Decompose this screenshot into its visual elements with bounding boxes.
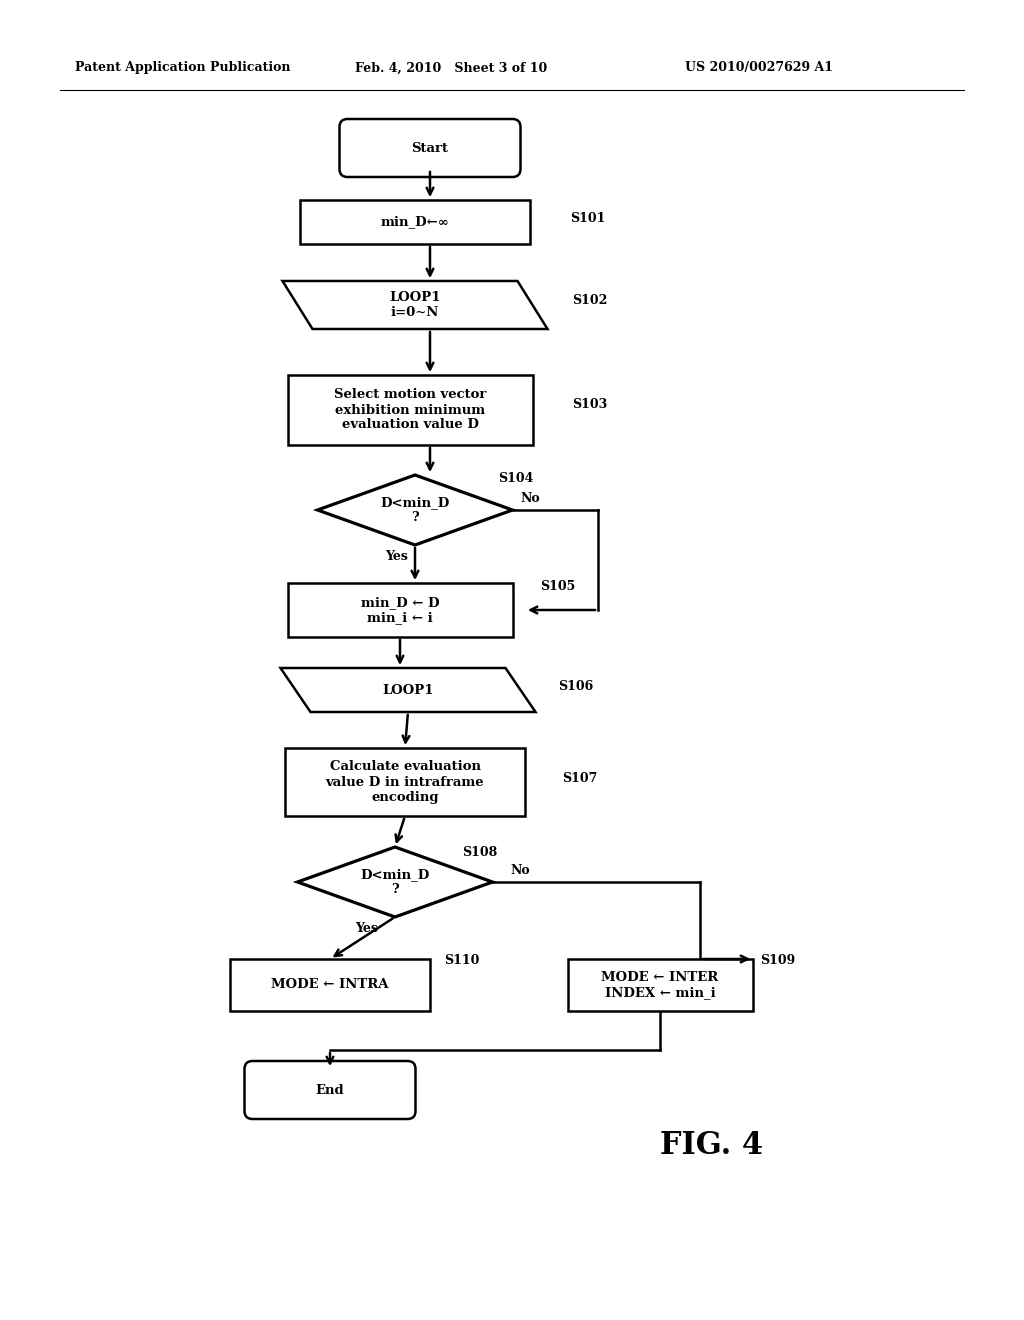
Text: MODE ← INTER
INDEX ← min_i: MODE ← INTER INDEX ← min_i [601, 972, 719, 999]
Text: S102: S102 [572, 293, 607, 306]
Text: S105: S105 [540, 579, 575, 593]
Text: US 2010/0027629 A1: US 2010/0027629 A1 [685, 62, 833, 74]
Bar [300, 201, 530, 244]
Text: S101: S101 [570, 211, 605, 224]
Text: D<min_D
?: D<min_D ? [380, 496, 450, 524]
Text: S109: S109 [760, 953, 796, 966]
Text: No: No [510, 863, 529, 876]
Bar [230, 960, 430, 1011]
Text: S108: S108 [462, 846, 498, 858]
Text: min_D ← D
min_i ← i: min_D ← D min_i ← i [360, 597, 439, 624]
FancyBboxPatch shape [340, 119, 520, 177]
Text: D<min_D
?: D<min_D ? [360, 869, 430, 896]
Text: Yes: Yes [385, 549, 408, 562]
Text: S107: S107 [562, 771, 597, 784]
Text: Calculate evaluation
value D in intraframe
encoding: Calculate evaluation value D in intrafra… [326, 760, 484, 804]
Bar [288, 583, 512, 638]
FancyBboxPatch shape [245, 1061, 416, 1119]
Text: End: End [315, 1084, 344, 1097]
Text: S103: S103 [572, 399, 607, 412]
Text: MODE ← INTRA: MODE ← INTRA [271, 978, 389, 991]
Polygon shape [283, 281, 548, 329]
Text: S104: S104 [498, 473, 534, 486]
Bar [567, 960, 753, 1011]
Polygon shape [317, 475, 512, 545]
Text: FIG. 4: FIG. 4 [660, 1130, 763, 1160]
Text: min_D←∞: min_D←∞ [381, 215, 450, 228]
Text: S106: S106 [558, 680, 593, 693]
Bar [288, 375, 532, 445]
Text: Select motion vector
exhibition minimum
evaluation value D: Select motion vector exhibition minimum … [334, 388, 486, 432]
Text: Feb. 4, 2010   Sheet 3 of 10: Feb. 4, 2010 Sheet 3 of 10 [355, 62, 547, 74]
Polygon shape [281, 668, 536, 711]
Text: Start: Start [412, 141, 449, 154]
Text: LOOP1
i=0~N: LOOP1 i=0~N [389, 290, 440, 319]
Text: Patent Application Publication: Patent Application Publication [75, 62, 291, 74]
Bar [285, 748, 525, 816]
Text: S110: S110 [444, 953, 479, 966]
Text: LOOP1: LOOP1 [382, 684, 434, 697]
Polygon shape [298, 847, 493, 917]
Text: No: No [520, 491, 540, 504]
Text: Yes: Yes [355, 921, 378, 935]
